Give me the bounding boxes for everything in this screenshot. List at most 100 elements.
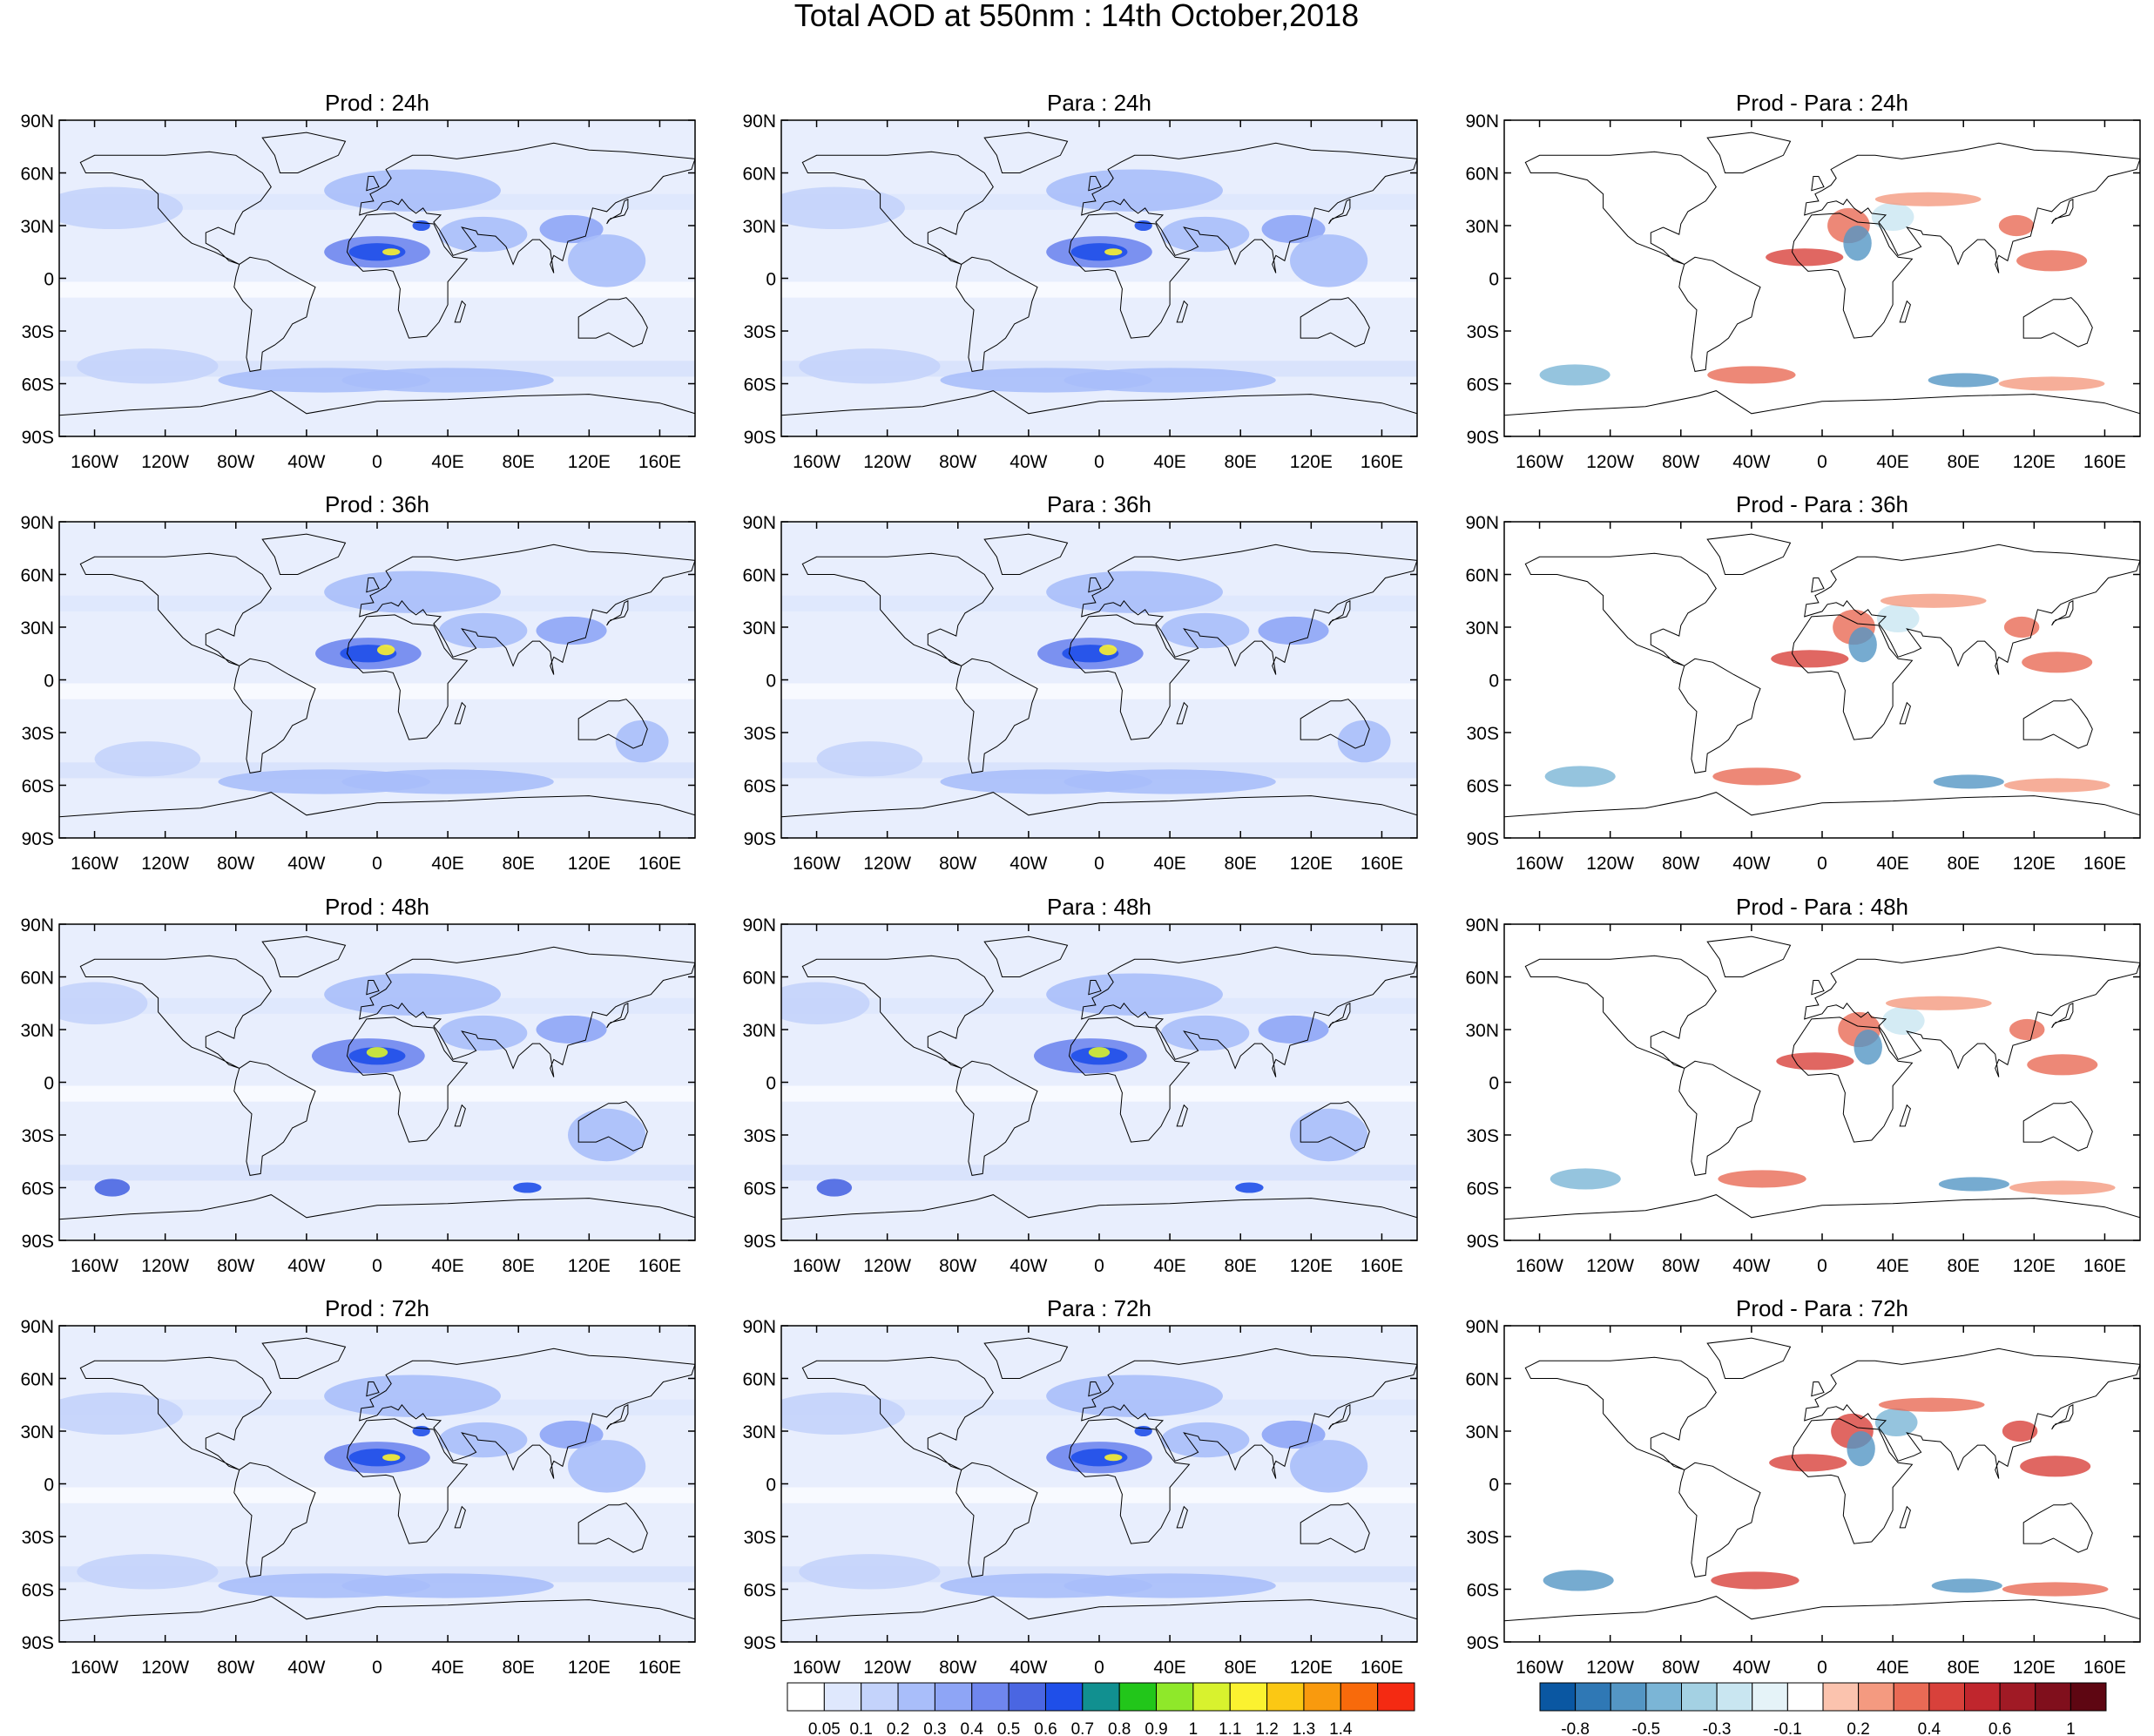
lon-tick-label: 40E	[1153, 452, 1185, 472]
colorbar-swatch	[1645, 1682, 1682, 1712]
coastline	[1706, 132, 1792, 173]
colorbar-swatch	[823, 1682, 862, 1712]
lon-tick-label: 40W	[287, 1658, 325, 1678]
aod-field	[1504, 924, 2140, 1240]
map-panel: Para : 72h 90N 60N 30N 0 30S 60S 90S 160W 120W 80W…	[742, 1295, 1418, 1678]
colorbar-label: -0.5	[1632, 1720, 1661, 1736]
aerosol-plume	[1160, 1422, 1250, 1458]
lat-tick-label: 90S	[1467, 1633, 1499, 1653]
aerosol-plume	[377, 645, 395, 656]
lat-tick-label: 30S	[1467, 1528, 1499, 1548]
lon-tick-label: 160W	[1516, 854, 1563, 874]
difference-patch	[1933, 774, 2004, 789]
lon-tick-label: 80W	[217, 452, 254, 472]
lon-tick-label: 80E	[503, 452, 535, 472]
coastline	[983, 533, 1069, 575]
lat-tick-label: 90S	[1467, 1232, 1499, 1252]
lat-tick-label: 90N	[742, 111, 776, 132]
coastline	[261, 533, 347, 575]
lon-tick-label: 120W	[141, 1658, 189, 1678]
aerosol-plume	[366, 1047, 388, 1058]
colorbar-label: 1.1	[1219, 1720, 1241, 1736]
difference-patch	[1847, 1431, 1875, 1467]
difference-patch	[2003, 778, 2110, 793]
lon-tick-label: 160E	[2083, 1256, 2126, 1276]
panel-title: Prod : 36h	[325, 491, 429, 517]
coastline	[454, 1104, 466, 1127]
coastline	[2022, 1503, 2093, 1553]
difference-patch	[1543, 1570, 1614, 1591]
difference-patch	[1550, 1168, 1621, 1190]
lat-tick-label: 90S	[744, 1633, 776, 1653]
lon-tick-label: 120W	[141, 452, 189, 472]
difference-patch	[1854, 1030, 1882, 1065]
colorbar-label: 0.6	[1989, 1720, 2011, 1736]
aod-field	[59, 522, 695, 838]
aod-field	[1504, 522, 2140, 838]
colorbar-swatch	[1303, 1682, 1341, 1712]
coastline	[1791, 614, 1914, 740]
lat-tick-label: 60N	[1465, 1370, 1499, 1390]
lat-tick-label: 60S	[744, 1581, 776, 1601]
coastline	[1328, 198, 1351, 225]
coastline	[359, 946, 695, 1077]
lon-tick-label: 80E	[503, 1658, 535, 1678]
lon-tick-label: 120E	[568, 452, 611, 472]
lat-tick-label: 30N	[1465, 1422, 1499, 1442]
lat-tick-label: 0	[44, 270, 54, 290]
coastline	[346, 1418, 469, 1544]
coastline	[955, 1060, 1038, 1176]
lon-tick-label: 40E	[1153, 854, 1185, 874]
aerosol-plume	[438, 1422, 528, 1458]
difference-patch	[1707, 366, 1796, 384]
coastline	[1081, 142, 1417, 274]
coastline	[1504, 1194, 2140, 1220]
aerosol-plume	[324, 1375, 501, 1417]
coastline	[2022, 297, 2093, 348]
coastline	[233, 658, 316, 773]
colorbar-label: 1.2	[1255, 1720, 1278, 1736]
coastline	[1176, 1505, 1188, 1529]
aerosol-plume	[536, 616, 607, 645]
coastline	[2051, 1403, 2074, 1430]
coastline	[454, 1505, 466, 1529]
map-panel: Prod - Para : 72h 90N 60N 30N 0 30S 60S 90S 160W…	[1465, 1295, 2141, 1678]
coastline	[1068, 614, 1191, 740]
lon-tick-label: 40W	[1009, 1658, 1047, 1678]
coastline	[2051, 198, 2074, 225]
coastline	[233, 256, 316, 372]
lon-tick-label: 160E	[1361, 1658, 1403, 1678]
aerosol-plume	[816, 741, 923, 777]
difference-patch	[1771, 650, 1849, 668]
lon-tick-label: 160E	[2083, 452, 2126, 472]
aerosol-plume	[568, 234, 646, 287]
aerosol-plume	[536, 1015, 607, 1044]
lon-tick-label: 160E	[638, 1256, 681, 1276]
coastline	[1804, 544, 2140, 675]
lat-tick-label: 30N	[742, 217, 776, 237]
lat-tick-label: 90N	[742, 513, 776, 533]
lon-tick-label: 80E	[1948, 1658, 1980, 1678]
coastline	[801, 552, 994, 666]
colorbar-swatch	[1858, 1682, 1894, 1712]
map-panel: Prod - Para : 24h 90N 60N 30N 0 30S 60S 90S 160W…	[1465, 90, 2141, 472]
aod-field	[781, 120, 1417, 436]
lat-tick-label: 30S	[22, 1126, 54, 1146]
coastline	[79, 151, 272, 265]
map-panel: Prod : 36h 90N 60N 30N 0 30S 60S 90S 160W 120W 80W…	[20, 491, 696, 874]
lat-tick-label: 60S	[1467, 375, 1499, 395]
colorbar-label: 0.05	[808, 1720, 841, 1736]
coastline	[1899, 300, 1911, 323]
difference-patch	[1878, 1397, 1985, 1412]
lat-tick-label: 30S	[22, 724, 54, 744]
difference-patch	[1776, 1052, 1854, 1071]
difference-patch	[1880, 593, 1987, 608]
lat-tick-label: 60N	[1465, 165, 1499, 185]
aerosol-plume	[799, 348, 941, 384]
aerosol-plume	[513, 1182, 542, 1193]
lat-tick-label: 90S	[744, 1232, 776, 1252]
lon-tick-label: 160W	[1516, 1658, 1563, 1678]
colorbar-swatch	[861, 1682, 899, 1712]
lon-tick-label: 0	[1817, 1256, 1827, 1276]
lat-tick-label: 0	[1489, 1476, 1499, 1496]
